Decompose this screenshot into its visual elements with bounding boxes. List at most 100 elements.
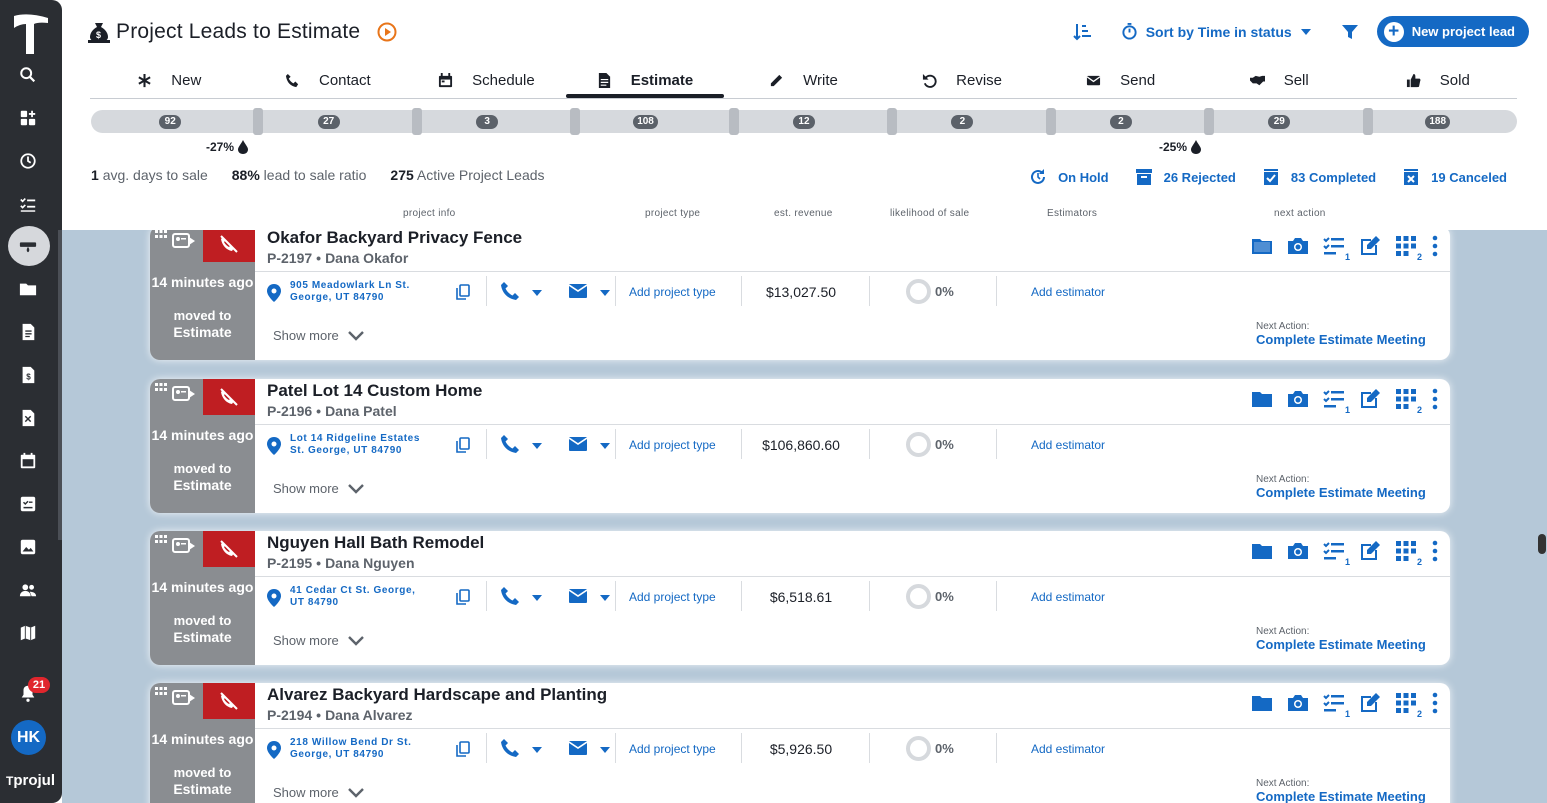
no-contact-alert[interactable] — [203, 531, 255, 567]
task-board-icon[interactable] — [17, 493, 39, 515]
more-vertical-icon[interactable] — [1430, 234, 1440, 258]
add-estimator-link[interactable]: Add estimator — [1031, 438, 1106, 452]
edit-icon[interactable] — [1358, 539, 1382, 563]
tab-estimate[interactable]: Estimate — [565, 62, 725, 98]
checklist-icon[interactable]: 1 — [1322, 387, 1350, 415]
lead-address[interactable]: Lot 14 Ridgeline Estates St. George, UT … — [267, 433, 467, 457]
edit-icon[interactable] — [1358, 691, 1382, 715]
next-action-value[interactable]: Complete Estimate Meeting — [1256, 789, 1426, 803]
lead-card[interactable]: 14 minutes ago moved to Estimate Nguyen H… — [150, 531, 1450, 665]
camera-icon[interactable] — [1286, 387, 1310, 411]
new-project-lead-button[interactable]: + New project lead — [1376, 16, 1529, 47]
contact-card-arrow-icon[interactable] — [172, 689, 196, 707]
next-action-value[interactable]: Complete Estimate Meeting — [1256, 485, 1426, 500]
add-project-type-link[interactable]: Add project type — [629, 285, 716, 299]
camera-icon[interactable] — [1286, 691, 1310, 715]
pipeline-segment-schedule[interactable]: 3 — [407, 108, 567, 135]
play-circle-icon[interactable] — [377, 22, 397, 42]
edit-icon[interactable] — [1358, 234, 1382, 258]
show-more-toggle[interactable]: Show more — [273, 481, 364, 496]
chevron-down-icon[interactable] — [532, 290, 542, 296]
clock-icon[interactable] — [17, 150, 39, 172]
estimate-doc-icon[interactable] — [17, 321, 39, 343]
pipeline-segment-contact[interactable]: 27 — [249, 108, 408, 135]
chevron-down-icon[interactable] — [600, 290, 610, 296]
copy-icon[interactable] — [456, 589, 470, 605]
more-vertical-icon[interactable] — [1430, 691, 1440, 715]
tab-contact[interactable]: Contact — [249, 62, 408, 98]
pipeline-segment-sold[interactable]: 188 — [1358, 108, 1517, 135]
checklist-icon[interactable]: 1 — [1322, 691, 1350, 719]
receipt-icon[interactable] — [17, 407, 39, 429]
copy-icon[interactable] — [456, 284, 470, 300]
phone-icon[interactable] — [500, 281, 520, 301]
more-vertical-icon[interactable] — [1430, 539, 1440, 563]
pipeline-segment-revise[interactable]: 2 — [883, 108, 1042, 135]
project-leads-icon[interactable] — [17, 235, 39, 257]
more-vertical-icon[interactable] — [1430, 387, 1440, 411]
likelihood-of-sale[interactable]: 0% — [906, 279, 954, 304]
tab-write[interactable]: Write — [724, 62, 883, 98]
checklist-icon[interactable]: 1 — [1322, 539, 1350, 567]
folder-icon[interactable] — [1250, 691, 1274, 715]
envelope-icon[interactable] — [569, 284, 587, 298]
envelope-icon[interactable] — [569, 589, 587, 603]
canceled-link[interactable]: 19 Canceled — [1402, 168, 1507, 186]
lead-name[interactable]: Patel Lot 14 Custom Home — [267, 381, 483, 400]
no-contact-alert[interactable] — [203, 379, 255, 415]
phone-icon[interactable] — [500, 586, 520, 606]
rejected-link[interactable]: 26 Rejected — [1135, 168, 1236, 186]
folder-icon[interactable] — [1250, 539, 1274, 563]
contact-card-arrow-icon[interactable] — [172, 232, 196, 250]
est-revenue[interactable]: $6,518.61 — [769, 589, 833, 605]
folder-icon[interactable] — [17, 278, 39, 300]
lead-name[interactable]: Okafor Backyard Privacy Fence — [267, 230, 523, 247]
show-more-toggle[interactable]: Show more — [273, 785, 364, 800]
tab-sell[interactable]: Sell — [1200, 62, 1359, 98]
add-project-type-link[interactable]: Add project type — [629, 590, 716, 604]
copy-icon[interactable] — [456, 741, 470, 757]
grid-icon[interactable]: 2 — [1394, 234, 1422, 262]
lead-address[interactable]: 218 Willow Bend Dr St. George, UT 84790 — [267, 737, 467, 761]
chevron-down-icon[interactable] — [600, 443, 610, 449]
chevron-down-icon[interactable] — [532, 595, 542, 601]
copy-icon[interactable] — [456, 437, 470, 453]
lead-contact[interactable]: Dana Okafor — [325, 250, 409, 266]
likelihood-of-sale[interactable]: 0% — [906, 432, 954, 457]
add-estimator-link[interactable]: Add estimator — [1031, 285, 1106, 299]
on-hold-link[interactable]: On Hold — [1029, 168, 1109, 186]
add-estimator-link[interactable]: Add estimator — [1031, 742, 1106, 756]
lead-card[interactable]: 14 minutes ago moved to Estimate Alvarez … — [150, 683, 1450, 803]
col-next-action[interactable]: next action — [1274, 208, 1326, 219]
pipeline-segment-write[interactable]: 12 — [724, 108, 884, 135]
pipeline-segment-new[interactable]: 92 — [91, 110, 250, 133]
likelihood-of-sale[interactable]: 0% — [906, 736, 954, 761]
camera-icon[interactable] — [1286, 539, 1310, 563]
lead-contact[interactable]: Dana Alvarez — [325, 707, 413, 723]
chevron-down-icon[interactable] — [600, 747, 610, 753]
checklist-icon[interactable] — [17, 193, 39, 215]
tab-revise[interactable]: Revise — [883, 62, 1042, 98]
lead-contact[interactable]: Dana Nguyen — [325, 555, 415, 571]
col-project-info[interactable]: project info — [403, 208, 456, 219]
pipeline-segment-estimate[interactable]: 108 — [566, 108, 725, 135]
no-contact-alert[interactable] — [203, 683, 255, 719]
col-likelihood[interactable]: likelihood of sale — [890, 208, 970, 219]
lead-address[interactable]: 41 Cedar Ct St. George, UT 84790 — [267, 585, 467, 609]
tab-sold[interactable]: Sold — [1359, 62, 1518, 98]
chevron-down-icon[interactable] — [600, 595, 610, 601]
completed-link[interactable]: 83 Completed — [1262, 168, 1376, 186]
col-project-type[interactable]: project type — [645, 208, 701, 219]
tab-send[interactable]: Send — [1041, 62, 1200, 98]
chevron-down-icon[interactable] — [532, 747, 542, 753]
no-contact-alert[interactable] — [203, 230, 255, 262]
tab-schedule[interactable]: Schedule — [407, 62, 566, 98]
tab-new[interactable]: New — [90, 62, 249, 98]
user-avatar[interactable]: HK — [11, 720, 46, 755]
next-action-value[interactable]: Complete Estimate Meeting — [1256, 637, 1426, 652]
est-revenue[interactable]: $5,926.50 — [769, 741, 833, 757]
next-action-value[interactable]: Complete Estimate Meeting — [1256, 332, 1426, 347]
lead-contact[interactable]: Dana Patel — [325, 403, 397, 419]
photos-icon[interactable] — [17, 536, 39, 558]
map-icon[interactable] — [17, 622, 39, 644]
